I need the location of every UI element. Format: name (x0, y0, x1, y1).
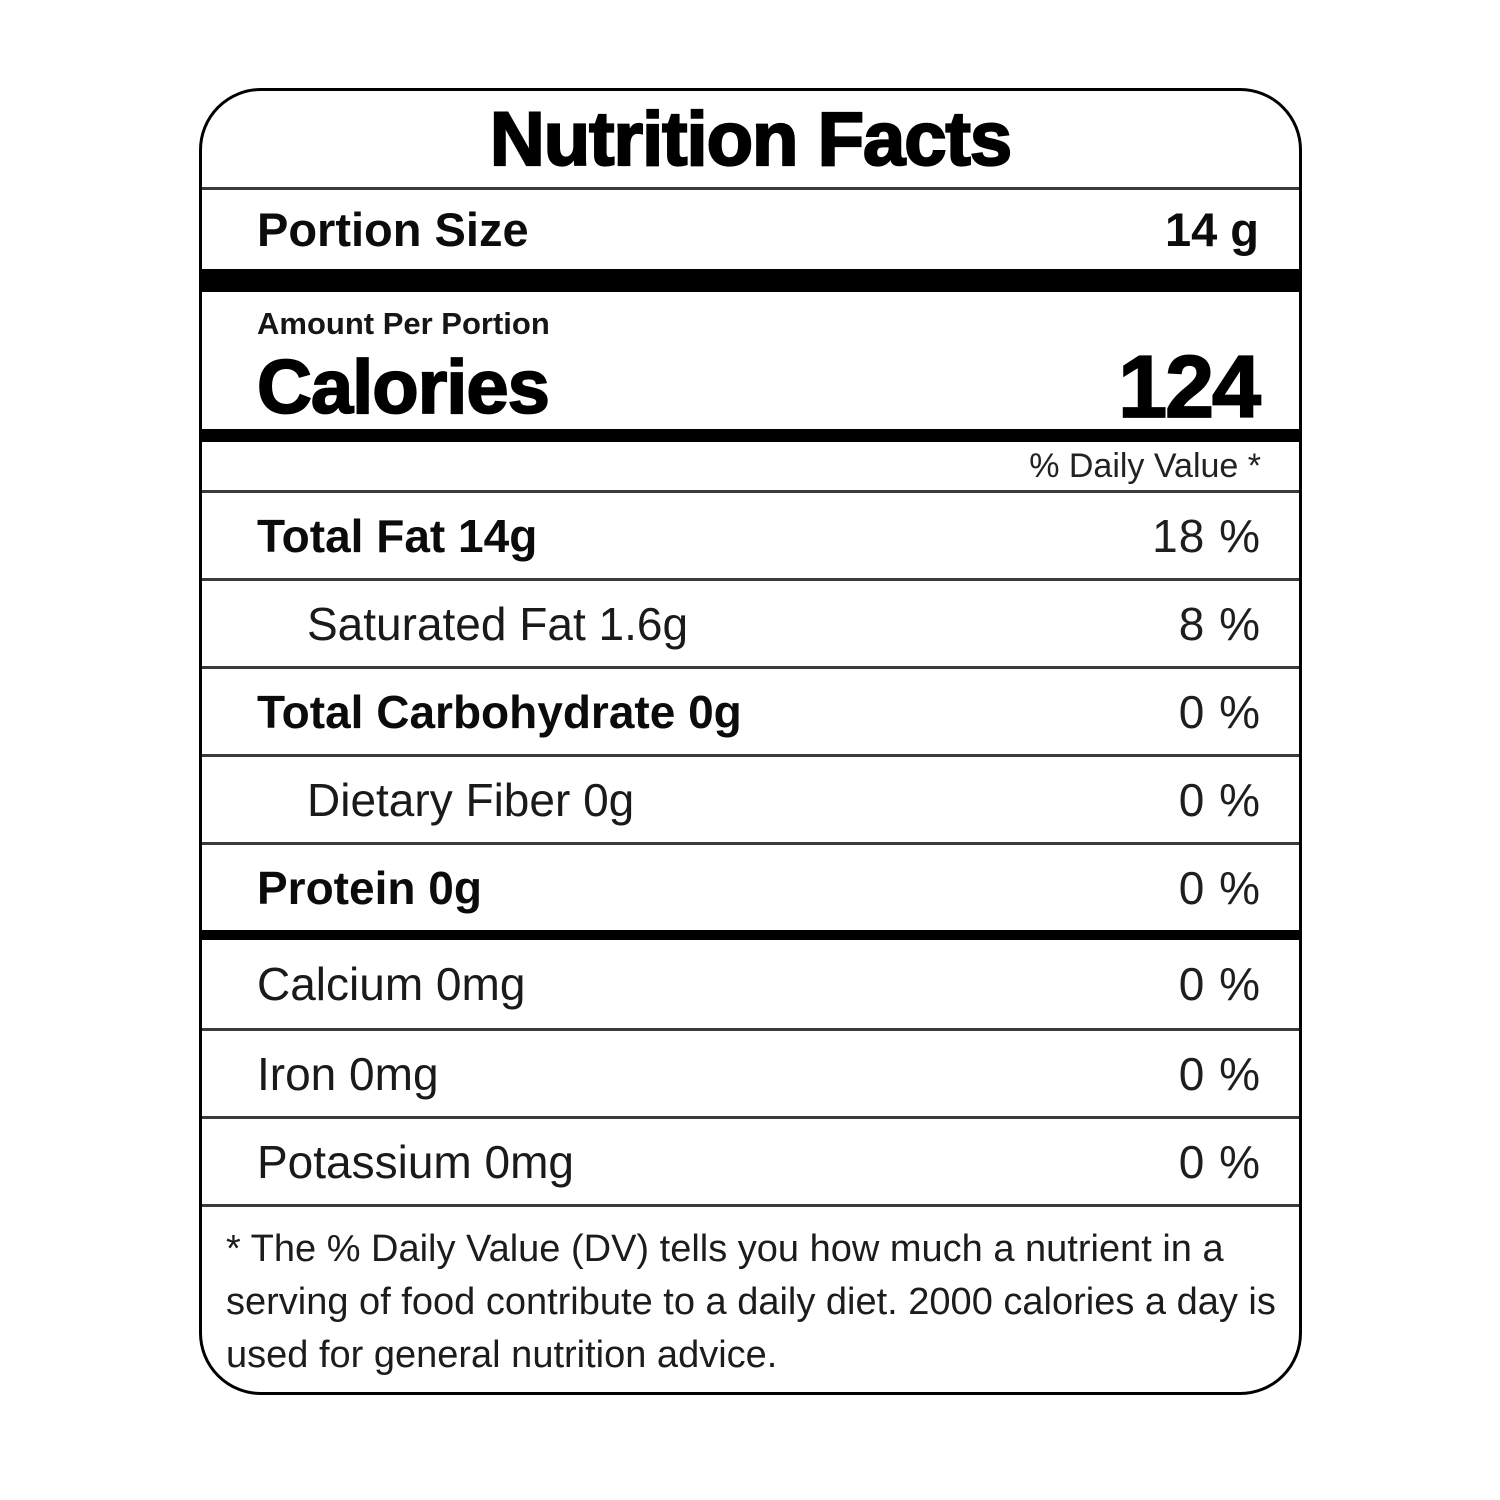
mineral-row-potassium: Potassium 0mg 0 % (202, 1116, 1299, 1204)
thick-divider-top (202, 269, 1299, 292)
nutrition-facts-label: Nutrition Facts Portion Size 14 g Amount… (199, 88, 1302, 1395)
mineral-daily-value: 0 % (1178, 958, 1261, 1010)
nutrient-daily-value: 18 % (1152, 509, 1261, 562)
nutrient-name: Protein 0g (257, 861, 482, 914)
nutrient-row-total-fat: Total Fat 14g 18 % (202, 490, 1299, 578)
nutrient-row-total-carbohydrate: Total Carbohydrate 0g 0 % (202, 666, 1299, 754)
nutrient-daily-value: 0 % (1178, 685, 1261, 738)
mineral-name: Iron 0mg (257, 1047, 439, 1100)
nutrient-row-saturated-fat: Saturated Fat 1.6g 8 % (202, 578, 1299, 666)
nutrient-daily-value: 0 % (1178, 773, 1261, 826)
calories-label: Calories (256, 344, 551, 431)
calories-value: 124 (1117, 336, 1262, 437)
nutrient-daily-value: 8 % (1178, 597, 1261, 650)
mineral-daily-value: 0 % (1178, 1135, 1261, 1188)
title-section: Nutrition Facts (202, 91, 1299, 190)
nutrient-name: Dietary Fiber 0g (307, 773, 635, 826)
calories-section: Amount Per Portion Calories 124 (202, 292, 1299, 437)
nutrient-row-dietary-fiber: Dietary Fiber 0g 0 % (202, 754, 1299, 842)
calories-row: Calories 124 (256, 336, 1262, 438)
mineral-row-calcium: Calcium 0mg 0 % (202, 940, 1299, 1028)
mineral-row-iron: Iron 0mg 0 % (202, 1028, 1299, 1116)
portion-size-row: Portion Size 14 g (202, 190, 1299, 269)
thick-divider-calories (202, 429, 1299, 442)
nutrient-name: Total Carbohydrate 0g (257, 685, 742, 738)
daily-value-footnote: * The % Daily Value (DV) tells you how m… (202, 1204, 1299, 1392)
nutrient-row-protein: Protein 0g 0 % (202, 842, 1299, 930)
amount-per-portion-label: Amount Per Portion (257, 306, 550, 341)
portion-size-value: 14 g (1164, 203, 1259, 256)
nutrient-daily-value: 0 % (1178, 861, 1261, 914)
mineral-name: Calcium 0mg (257, 958, 526, 1010)
mineral-daily-value: 0 % (1178, 1047, 1261, 1100)
mineral-name: Potassium 0mg (257, 1135, 575, 1188)
daily-value-header: % Daily Value * (1029, 446, 1261, 485)
thick-divider-minerals (202, 930, 1299, 940)
portion-size-label: Portion Size (257, 203, 529, 256)
label-title: Nutrition Facts (489, 95, 1013, 182)
nutrient-name: Total Fat 14g (257, 509, 538, 562)
nutrient-name: Saturated Fat 1.6g (307, 597, 689, 650)
